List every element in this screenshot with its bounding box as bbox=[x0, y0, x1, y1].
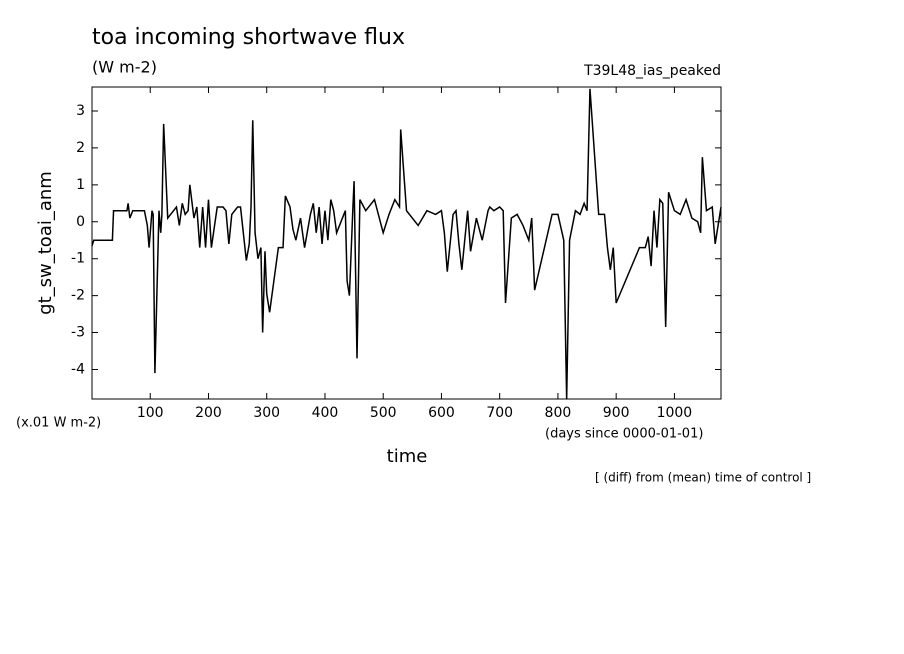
y-axis-label: gt_sw_toai_anm bbox=[35, 171, 56, 315]
y-tick-label: 2 bbox=[76, 140, 85, 156]
x-tick-label: 600 bbox=[428, 405, 455, 421]
chart-title: toa incoming shortwave flux bbox=[92, 25, 405, 50]
x-tick-label: 800 bbox=[545, 405, 572, 421]
y-tick-label: -1 bbox=[71, 251, 85, 267]
x-unit-label: (days since 0000-01-01) bbox=[545, 427, 703, 442]
chart-subtitle: (W m-2) bbox=[92, 58, 157, 77]
data-line bbox=[91, 88, 722, 400]
y-tick-label: -2 bbox=[71, 288, 85, 304]
plot-frame bbox=[91, 86, 722, 400]
x-axis-label: time bbox=[387, 446, 428, 467]
x-tick-label: 400 bbox=[312, 405, 339, 421]
x-tick-label: 500 bbox=[370, 405, 397, 421]
x-tick-label: 300 bbox=[253, 405, 280, 421]
y-unit-label: (x.01 W m-2) bbox=[16, 416, 101, 431]
x-tick-label: 1000 bbox=[657, 405, 693, 421]
y-tick-label: 3 bbox=[76, 103, 85, 119]
note: [ (diff) from (mean) time of control ] bbox=[595, 471, 811, 485]
y-tick-label: -4 bbox=[71, 361, 85, 377]
x-tick-label: 700 bbox=[486, 405, 513, 421]
y-tick-label: 0 bbox=[76, 214, 85, 230]
y-tick-label: -3 bbox=[71, 325, 85, 341]
y-tick-label: 1 bbox=[76, 177, 85, 193]
x-tick-label: 200 bbox=[195, 405, 222, 421]
experiment-label: T39L48_ias_peaked bbox=[583, 63, 721, 79]
x-tick-label: 100 bbox=[137, 405, 164, 421]
x-tick-label: 900 bbox=[603, 405, 630, 421]
